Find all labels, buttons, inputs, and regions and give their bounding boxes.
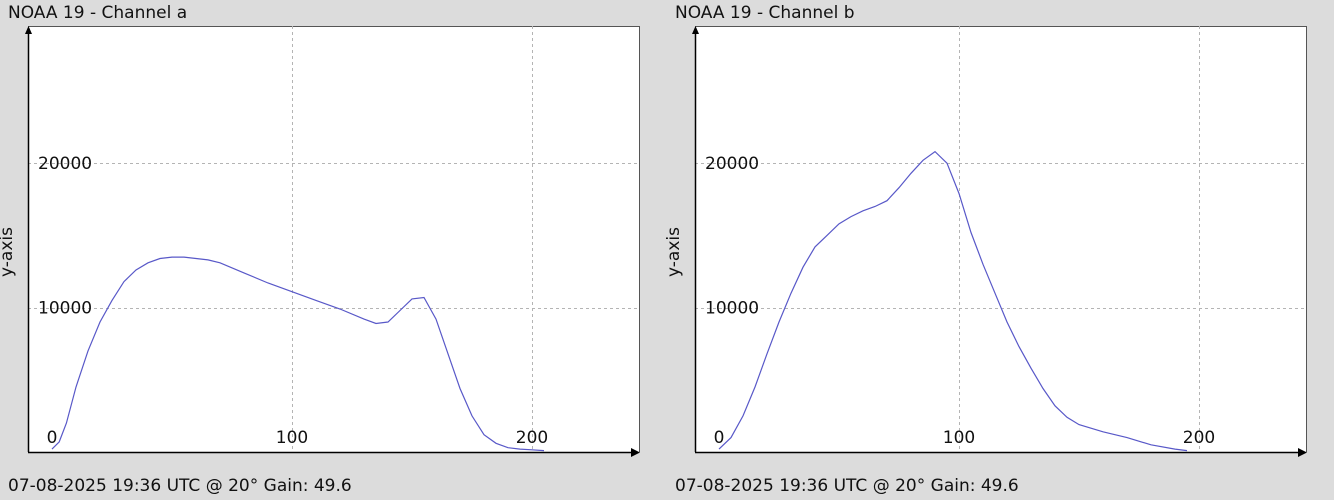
x-tick-label: 100	[276, 428, 308, 448]
y-axis-arrow	[692, 26, 699, 34]
chart-title: NOAA 19 - Channel b	[675, 3, 855, 23]
y-axis-arrow	[25, 26, 32, 34]
plot-area-channel-b: 0 100 200 10000 20000 y-axis	[664, 26, 1307, 457]
series-line	[718, 150, 1188, 452]
x-axis-arrow	[631, 448, 640, 457]
x-axis-arrow	[1298, 448, 1307, 457]
y-tick-label: 20000	[705, 154, 759, 174]
plot-area-channel-a: 0 100 200 10000 20000 y-axis	[0, 26, 640, 457]
series-line	[51, 256, 545, 452]
chart-panel-channel-a: NOAA 19 - Channel a 0 100 200 10000 20000 y-a…	[0, 3, 640, 496]
timestamp-footer: 07-08-2025 19:36 UTC @ 20° Gain: 49.6	[8, 476, 352, 496]
chart-panel-channel-b: NOAA 19 - Channel b 0 100 200 10000 20000 y-a…	[664, 0, 1334, 500]
x-tick-label: 100	[943, 428, 975, 448]
timestamp-footer: 07-08-2025 19:36 UTC @ 20° Gain: 49.6	[675, 476, 1019, 496]
y-axis-label: y-axis	[664, 227, 684, 277]
y-tick-label: 10000	[38, 299, 92, 319]
y-axis-label: y-axis	[0, 227, 17, 277]
x-tick-label: 200	[516, 428, 548, 448]
x-tick-label: 0	[47, 428, 58, 448]
y-tick-label: 10000	[705, 299, 759, 319]
plot-background	[28, 26, 640, 452]
x-tick-label: 200	[1183, 428, 1215, 448]
plot-background	[695, 26, 1307, 452]
x-tick-label: 0	[714, 428, 725, 448]
y-tick-label: 20000	[38, 154, 92, 174]
chart-title: NOAA 19 - Channel a	[8, 3, 188, 23]
